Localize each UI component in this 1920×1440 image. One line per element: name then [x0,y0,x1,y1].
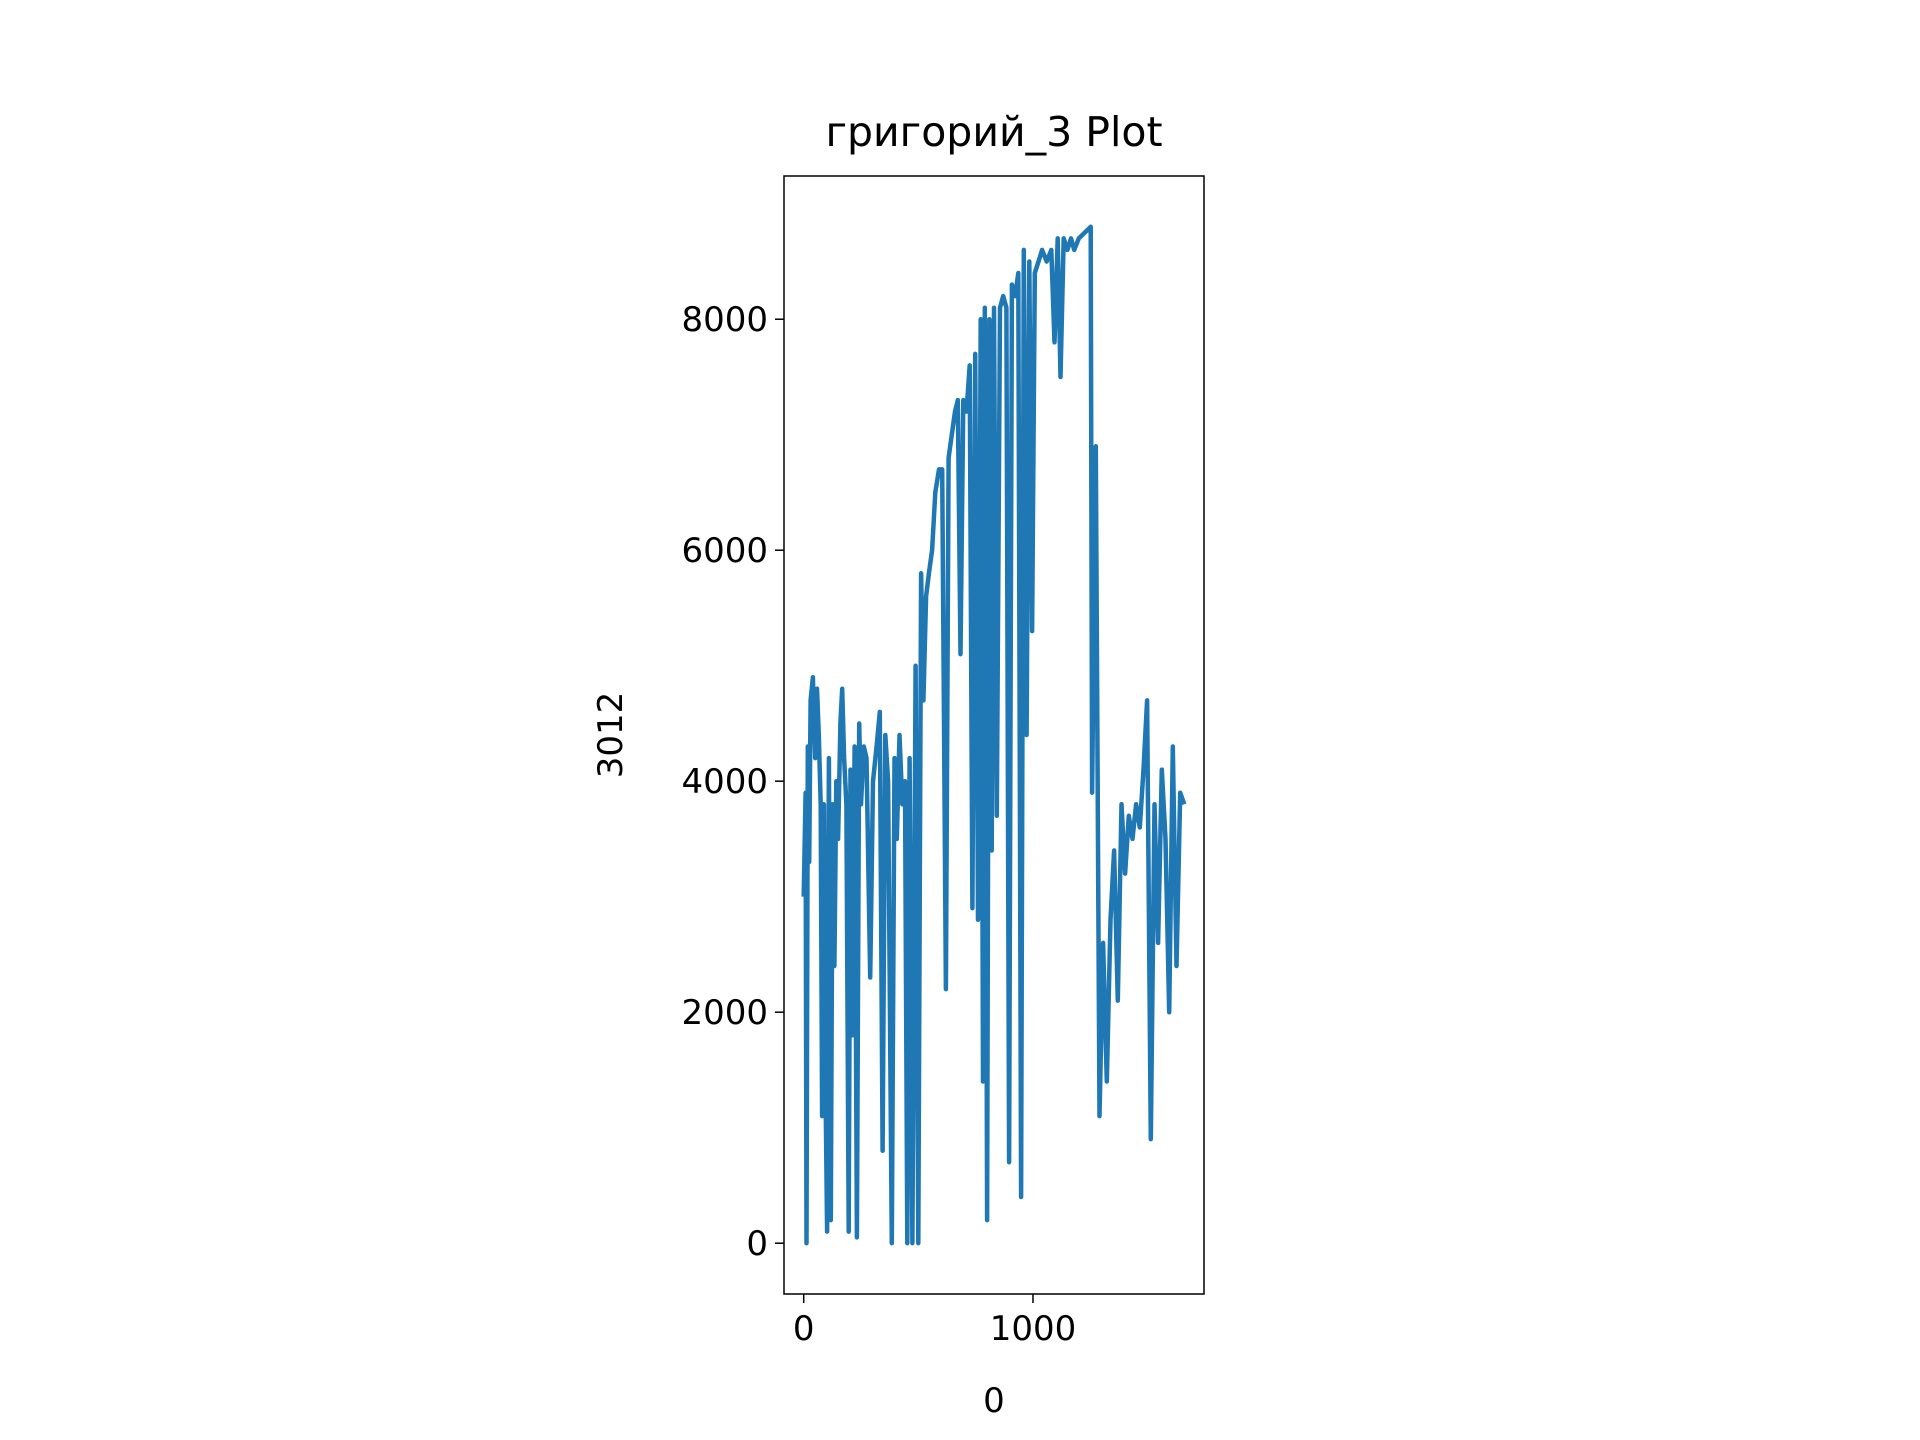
y-tick-label: 2000 [681,993,768,1033]
plot-frame [783,175,1205,1295]
y-tick-label: 6000 [681,531,768,571]
y-axis-label: 3012 [591,692,631,779]
x-tick-label: 1000 [990,1309,1077,1349]
data-line [801,224,1187,1246]
x-tick-label: 0 [793,1309,815,1349]
y-tick-label: 0 [746,1224,768,1264]
y-tick-label: 4000 [681,762,768,802]
x-axis-label: 0 [983,1381,1005,1421]
y-tick-label: 8000 [681,300,768,340]
chart-title: григорий_3 Plot [825,108,1162,156]
